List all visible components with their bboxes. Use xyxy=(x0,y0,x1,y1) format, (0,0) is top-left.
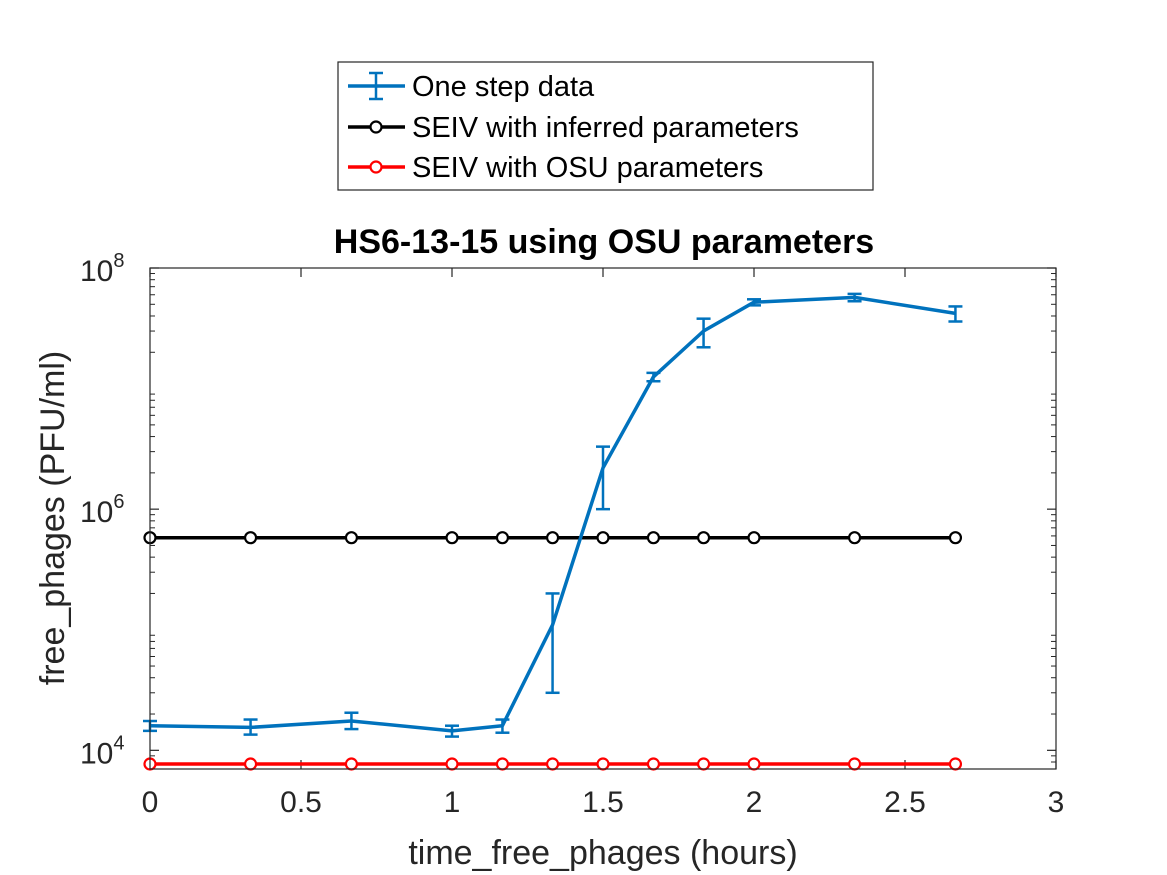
data-point xyxy=(696,757,711,771)
error-bar xyxy=(847,292,862,303)
data-point xyxy=(445,531,459,545)
data-point xyxy=(696,531,711,545)
legend-label: One step data xyxy=(412,71,595,103)
error-bar xyxy=(747,298,761,307)
chart-title: HS6-13-15 using OSU parameters xyxy=(334,223,874,261)
data-point xyxy=(495,531,510,545)
x-tick-label: 0.5 xyxy=(280,786,322,819)
series-one-step-data xyxy=(143,292,963,738)
error-bar xyxy=(646,371,661,383)
data-point xyxy=(948,531,963,545)
x-axis-label: time_free_phages (hours) xyxy=(408,834,797,872)
x-tick-label: 3 xyxy=(1048,786,1065,819)
y-tick-label: 104 xyxy=(80,732,125,770)
legend-label: SEIV with inferred parameters xyxy=(412,112,799,144)
data-point xyxy=(596,757,610,771)
x-tick-label: 2 xyxy=(746,786,763,819)
data-point xyxy=(495,757,510,771)
data-point xyxy=(948,757,963,771)
error-bar xyxy=(344,711,359,731)
error-bar xyxy=(696,317,711,349)
data-point xyxy=(747,531,761,545)
data-point xyxy=(747,757,761,771)
data-point xyxy=(344,531,359,545)
legend: One step data SEIV with inferred paramete… xyxy=(337,61,874,191)
legend-marker xyxy=(369,71,383,101)
y-axis-label: free_phages (PFU/ml) xyxy=(34,351,72,685)
data-point xyxy=(847,757,862,771)
legend-marker xyxy=(369,160,383,174)
plot-area xyxy=(150,268,1056,769)
data-point xyxy=(545,531,560,545)
y-tick-label: 108 xyxy=(80,250,125,288)
series-seiv-with-inferred-parameters xyxy=(143,531,963,545)
error-bar xyxy=(495,718,510,734)
error-bar xyxy=(948,305,963,323)
data-point xyxy=(646,757,661,771)
legend-marker xyxy=(369,120,383,134)
series-line xyxy=(149,295,956,733)
x-tick-label: 0 xyxy=(142,786,159,819)
y-tick-labels: 104 106 108 xyxy=(80,250,125,770)
x-tick-labels: 0 0.5 1 1.5 2 2.5 3 xyxy=(142,786,1065,819)
legend-entry-seiv-with-osu-parameters: SEIV with OSU parameters xyxy=(348,152,763,184)
data-point xyxy=(243,757,258,771)
data-point xyxy=(596,531,610,545)
legend-entry-one-step-data: One step data xyxy=(348,71,595,103)
error-bar xyxy=(545,592,560,695)
data-point xyxy=(646,531,661,545)
x-tick-label: 1 xyxy=(444,786,461,819)
legend-box xyxy=(337,61,874,191)
legend-entry-seiv-with-inferred-parameters: SEIV with inferred parameters xyxy=(348,112,799,144)
error-bar xyxy=(243,718,258,736)
plot-frame xyxy=(149,267,1057,770)
data-point xyxy=(445,757,459,771)
data-point xyxy=(545,757,560,771)
y-tick-label: 106 xyxy=(80,491,125,529)
x-tick-label: 1.5 xyxy=(582,786,624,819)
error-bar xyxy=(445,724,459,738)
data-point xyxy=(344,757,359,771)
data-point xyxy=(847,531,862,545)
legend-label: SEIV with OSU parameters xyxy=(412,152,763,184)
x-tick-label: 2.5 xyxy=(884,786,926,819)
data-point xyxy=(243,531,258,545)
error-bar xyxy=(596,445,610,511)
